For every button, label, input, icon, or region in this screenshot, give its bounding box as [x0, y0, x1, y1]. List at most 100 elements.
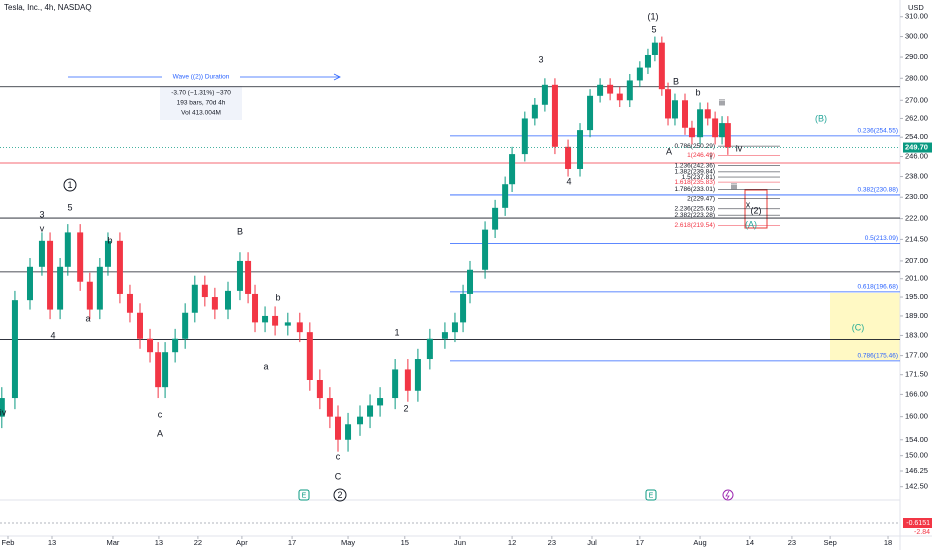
ext-label: 1.786(233.01) — [675, 186, 715, 193]
duration-label-bg — [162, 70, 240, 84]
earnings-icon[interactable] — [298, 489, 310, 501]
candle-body — [658, 42, 665, 90]
y-tick-label: 246.00 — [905, 152, 928, 161]
wave-label: (B) — [815, 113, 827, 123]
wave-label: iii — [719, 97, 725, 107]
candle-body — [651, 42, 658, 55]
fib-label: 0.382(230.88) — [858, 187, 898, 194]
candle-body — [262, 315, 269, 323]
x-tick-label: Apr — [236, 538, 248, 547]
candle-body — [272, 315, 279, 326]
wave-label: C — [335, 471, 342, 481]
x-tick-label: May — [341, 538, 355, 547]
wave-label: x — [746, 199, 751, 209]
event-glyph — [725, 490, 730, 500]
candle-body — [551, 84, 558, 147]
candle-body — [64, 232, 71, 267]
fib-label: 0.236(254.55) — [858, 128, 898, 135]
earnings-label[interactable]: E — [302, 492, 307, 499]
fib-label: 0.5(213.09) — [865, 235, 898, 242]
earnings-icon[interactable] — [645, 489, 657, 501]
candle-body — [597, 84, 604, 96]
candle-body — [541, 84, 548, 105]
y-tick-label: 146.25 — [905, 466, 928, 475]
wave-label: B — [673, 76, 679, 86]
candle-body — [0, 398, 5, 417]
x-tick-label: Feb — [2, 538, 15, 547]
y-tick-label: 262.00 — [905, 113, 928, 122]
candle-body — [626, 80, 633, 101]
candle-body — [236, 260, 243, 291]
x-tick-label: Jul — [587, 538, 597, 547]
candle-body — [201, 284, 208, 298]
wave-label: B — [237, 226, 243, 236]
candle-body — [482, 229, 489, 270]
candle-body — [441, 332, 448, 339]
wave-label: i — [710, 151, 712, 161]
candle-body — [509, 154, 516, 185]
wave-label: A — [157, 428, 163, 438]
candle-body — [697, 109, 704, 138]
x-tick-label: Aug — [693, 538, 706, 547]
wave-label: b — [275, 292, 280, 302]
candle-body — [86, 281, 93, 310]
duration-vol: Vol 413.004M — [181, 110, 221, 117]
y-tick-label: 166.00 — [905, 389, 928, 398]
candle-body — [492, 207, 499, 230]
x-tick-label: 13 — [48, 538, 56, 547]
candle-body — [11, 300, 18, 399]
candle-body — [426, 338, 433, 360]
y-tick-label: 207.00 — [905, 256, 928, 265]
candle-body — [704, 109, 711, 119]
candle-body — [96, 266, 103, 310]
candle-body — [316, 380, 323, 399]
wave-label: A — [666, 146, 672, 156]
duration-bars: 193 bars, 70d 4h — [177, 100, 226, 107]
candle-body — [172, 338, 179, 353]
fib-label: 0.618(196.68) — [858, 284, 898, 291]
wave-circle — [333, 488, 347, 502]
chart-title: Tesla, Inc., 4h, NASDAQ — [4, 3, 92, 12]
earnings-label[interactable]: E — [649, 492, 654, 499]
candle-body — [404, 369, 411, 391]
candle-body — [191, 284, 198, 313]
wave-circle-label: 1 — [67, 180, 72, 190]
target-zone — [830, 293, 900, 360]
ext-label: 1.382(239.84) — [675, 169, 715, 176]
event-icon[interactable] — [722, 489, 734, 501]
candle-body — [182, 312, 189, 339]
wave-label: (C) — [852, 322, 865, 332]
x-tick-label: 23 — [788, 538, 796, 547]
candle-body — [147, 338, 154, 353]
candle-body — [136, 312, 143, 339]
y-tick-label: 310.00 — [905, 12, 928, 21]
wave-label: 2 — [403, 403, 408, 413]
wave-circle — [63, 178, 77, 192]
y-tick-label: 214.50 — [905, 234, 928, 243]
x-tick-label: Jun — [454, 538, 466, 547]
ext-label: 2.618(219.54) — [675, 222, 715, 229]
candle-body — [502, 184, 509, 208]
ext-label: 2.236(225.63) — [675, 206, 715, 213]
candle-body — [636, 67, 643, 81]
duration-arrow — [333, 73, 341, 81]
candle-body — [587, 95, 594, 131]
candle-body — [77, 232, 84, 282]
ext-label: 1.5(237.81) — [682, 174, 715, 181]
x-tick-label: Mar — [107, 538, 120, 547]
wave-label: 4 — [566, 176, 571, 186]
wave-label: a — [263, 361, 268, 371]
ext-label: 1.618(235.83) — [675, 179, 715, 186]
y-tick-label: 195.00 — [905, 292, 928, 301]
candle-body — [357, 416, 364, 425]
ext-label: 1.236(242.36) — [675, 162, 715, 169]
wave-label: (A) — [745, 219, 757, 229]
candle-body — [565, 146, 572, 169]
y-tick-label: 254.00 — [905, 132, 928, 141]
wave-label: 5 — [67, 202, 72, 212]
wave-label: iii — [731, 181, 737, 191]
candle-body — [521, 118, 528, 155]
x-tick-label: 22 — [194, 538, 202, 547]
